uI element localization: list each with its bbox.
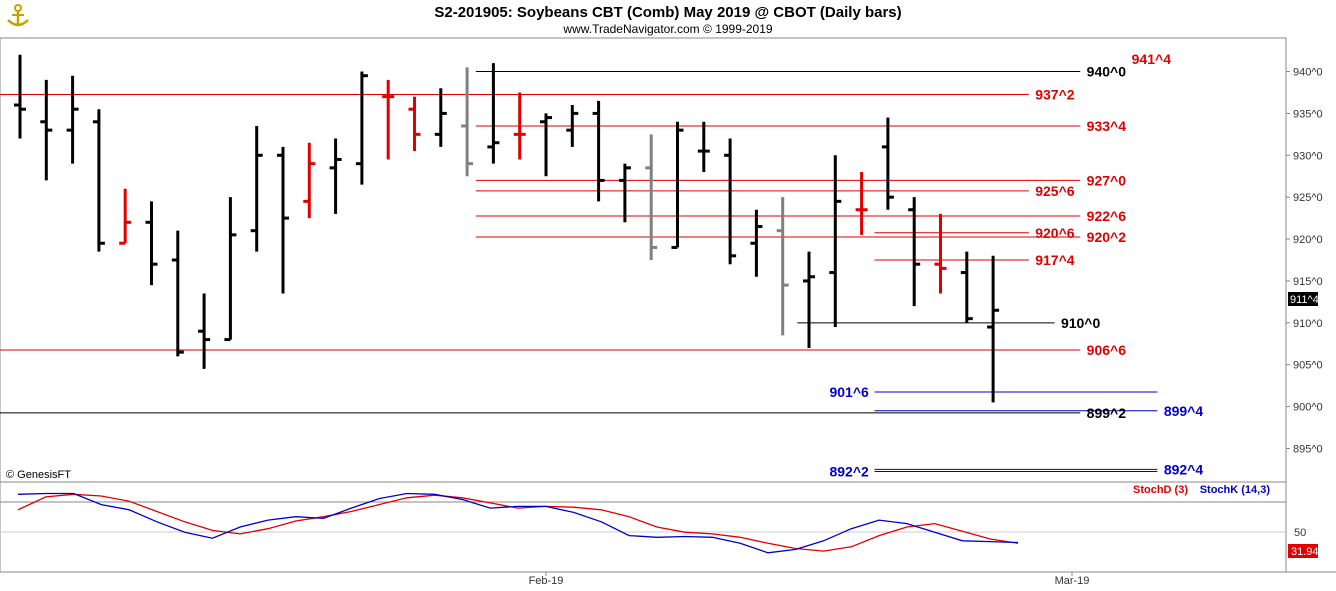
level-label: 920^2 [1087,229,1127,245]
level-label: 901^6 [829,384,869,400]
stochastic-lines [17,492,1019,554]
y-tick-label: 895^0 [1293,443,1323,455]
level-label: 899^4 [1164,403,1204,419]
x-axis-labels: Feb-19 Mar-19 [529,572,1090,587]
legend-stoch-d: StochD (3) [1133,484,1188,496]
legend-stoch-k: StochK (14,3) [1200,484,1271,496]
x-tick-label: Mar-19 [1055,575,1090,587]
chart-subtitle: www.TradeNavigator.com © 1999-2019 [562,22,772,36]
stoch-last-badge [1288,544,1318,558]
y-axis-ticks: 940^0 935^0 930^0 925^0 920^0 915^0 910^0 905^0… [1286,67,1323,455]
price-panel [0,37,1287,483]
y-tick-label: 940^0 [1293,67,1323,79]
level-label: 925^6 [1035,183,1075,199]
stoch-k-line [17,492,1019,554]
last-price-label: 911^4 [1290,294,1319,306]
y-tick-label: 915^0 [1293,276,1323,288]
anchor-logo-icon [4,3,32,29]
y-tick-label: 925^0 [1293,192,1323,204]
level-label: 917^4 [1035,252,1075,268]
price-levels: 940^0 937^2 933^4 927^0 925^6 922^6 920^6 920^2… [0,51,1203,480]
logo [4,3,32,29]
y-tick-label: 905^0 [1293,360,1323,372]
level-label: 933^4 [1087,118,1127,134]
level-label: 920^6 [1035,225,1075,241]
stoch-panel [0,481,1287,573]
level-label: 927^0 [1087,172,1127,188]
copyright-label: © GenesisFT [6,469,71,481]
y-tick-label: 910^0 [1293,318,1323,330]
level-label: 941^4 [1132,51,1172,67]
level-label: 906^6 [1087,342,1127,358]
level-label: 892^4 [1164,461,1204,477]
price-bars [14,54,1000,403]
stoch-tick-50: 50 [1294,527,1306,539]
level-label: 899^2 [1087,405,1127,421]
chart-title: S2-201905: Soybeans CBT (Comb) May 2019 … [434,4,901,21]
level-label: 892^2 [829,464,869,480]
y-tick-label: 930^0 [1293,150,1323,162]
y-tick-label: 900^0 [1293,402,1323,414]
level-label: 937^2 [1035,87,1075,103]
x-tick-label: Feb-19 [529,575,564,587]
stoch-last-label: 31.94 [1291,546,1319,558]
level-label: 910^0 [1061,315,1101,331]
level-label: 940^0 [1087,64,1127,80]
y-tick-label: 935^0 [1293,108,1323,120]
level-label: 922^6 [1087,208,1127,224]
y-tick-label: 920^0 [1293,234,1323,246]
last-price-badge [1288,292,1318,306]
stoch-d-line [17,493,1019,552]
